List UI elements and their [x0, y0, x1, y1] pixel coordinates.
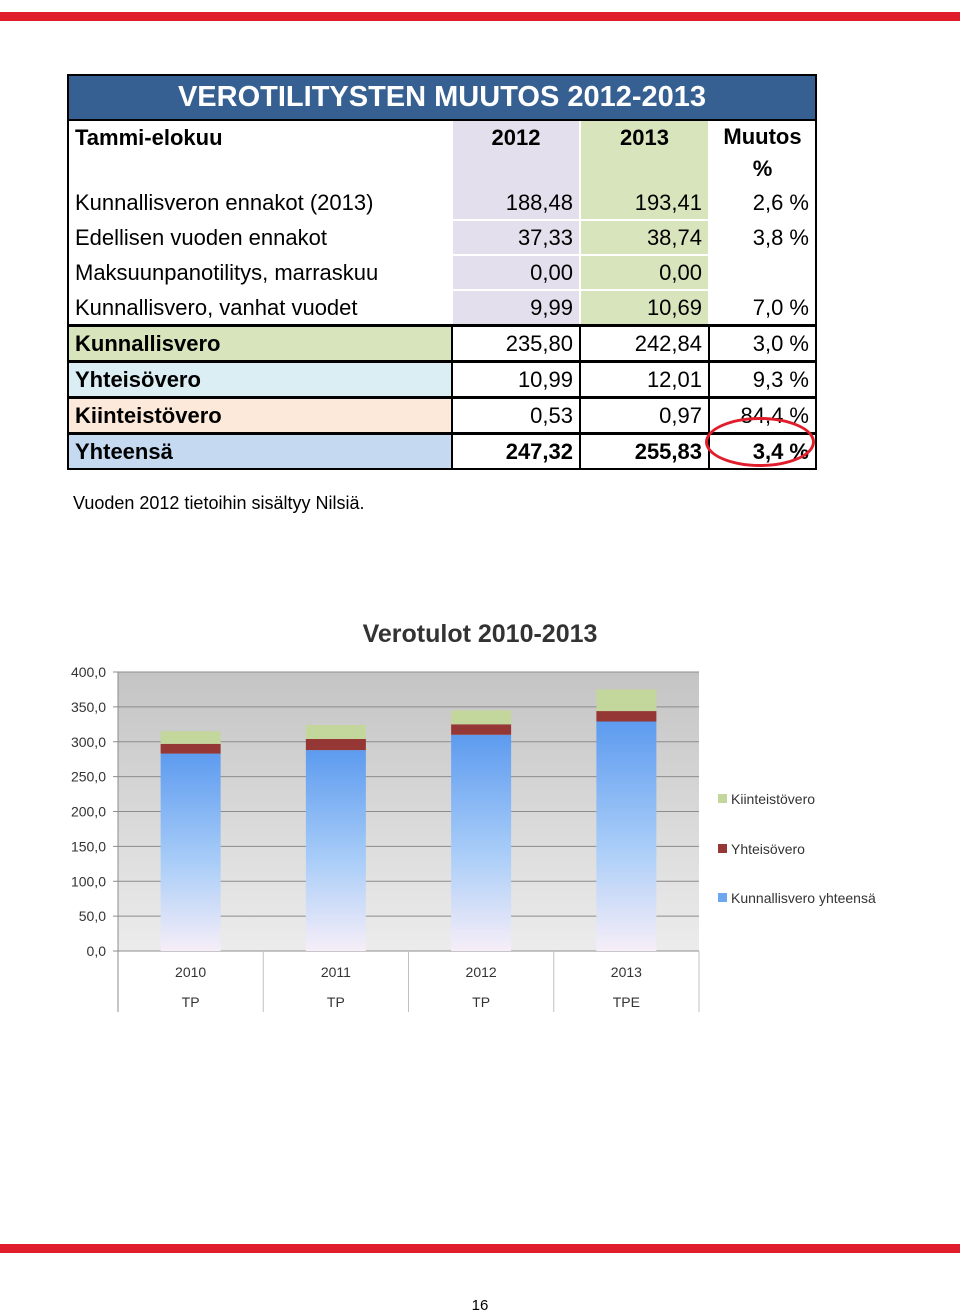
- row-2013: 10,69: [579, 291, 708, 324]
- summary-row-kiinteistovero: Kiinteistövero 0,53 0,97 84,4 %: [69, 396, 815, 432]
- row-2012: 9,99: [451, 291, 579, 324]
- bar-kunnallisvero-yhteens-: [160, 753, 221, 951]
- x-sublabel: TPE: [613, 994, 640, 1010]
- y-tick-label: 100,0: [71, 873, 106, 889]
- legend-swatch: [718, 844, 727, 853]
- row-2012: 235,80: [451, 327, 579, 360]
- summary-row-kunnallisvero: Kunnallisvero 235,80 242,84 3,0 %: [69, 324, 815, 360]
- row-2013: 255,83: [579, 435, 708, 468]
- table-row: Maksuunpanotilitys, marraskuu 0,00 0,00: [69, 256, 815, 291]
- x-tick-label: 2010: [175, 964, 206, 980]
- y-tick-label: 0,0: [87, 943, 107, 959]
- footnote: Vuoden 2012 tietoihin sisältyy Nilsiä.: [73, 493, 365, 513]
- y-tick-label: 350,0: [71, 699, 106, 715]
- row-change: 3,0 %: [708, 327, 815, 360]
- row-2013: 38,74: [579, 221, 708, 254]
- row-label: Kunnallisveron ennakot (2013): [69, 186, 451, 219]
- bar-kunnallisvero-yhteens-: [596, 721, 657, 951]
- table-header-row: Tammi-elokuu 2012 2013 Muutos %: [69, 121, 815, 186]
- bottom-red-bar: [0, 1244, 960, 1253]
- y-tick-label: 50,0: [79, 908, 106, 924]
- x-tick-label: 2011: [321, 964, 351, 980]
- row-label: Kunnallisvero: [75, 331, 221, 356]
- row-2012: 0,53: [451, 399, 579, 432]
- row-label: Kunnallisvero, vanhat vuodet: [69, 291, 451, 324]
- tax-change-table: VEROTILITYSTEN MUUTOS 2012-2013 Tammi-el…: [67, 74, 817, 470]
- bar-yhteis-vero: [451, 724, 512, 735]
- table-row: Edellisen vuoden ennakot 37,33 38,74 3,8…: [69, 221, 815, 256]
- row-change: 2,6 %: [708, 186, 815, 219]
- highlight-circle: [705, 417, 815, 467]
- header-change: Muutos %: [708, 121, 815, 186]
- row-2012: 10,99: [451, 363, 579, 396]
- bar-kunnallisvero-yhteens-: [305, 750, 366, 951]
- legend-label: Kunnallisvero yhteensä: [731, 890, 876, 906]
- row-2013: 0,00: [579, 256, 708, 289]
- row-2013: 0,97: [579, 399, 708, 432]
- bar-yhteis-vero: [596, 711, 657, 722]
- bar-yhteis-vero: [160, 743, 221, 754]
- row-2012: 247,32: [451, 435, 579, 468]
- row-2012: 0,00: [451, 256, 579, 289]
- table-row: Kunnallisvero, vanhat vuodet 9,99 10,69 …: [69, 291, 815, 324]
- bar-kiinteist-vero: [305, 725, 366, 739]
- x-sublabel: TP: [327, 994, 345, 1010]
- chart-title: Verotulot 2010-2013: [362, 620, 598, 648]
- row-2013: 12,01: [579, 363, 708, 396]
- x-sublabel: TP: [182, 994, 200, 1010]
- bar-kiinteist-vero: [451, 710, 512, 725]
- row-2012: 37,33: [451, 221, 579, 254]
- legend-swatch: [718, 794, 727, 803]
- legend-label: Yhteisövero: [731, 841, 805, 857]
- y-tick-label: 400,0: [71, 664, 106, 680]
- legend-label: Kiinteistövero: [731, 791, 815, 807]
- row-change: [708, 256, 815, 289]
- bar-kiinteist-vero: [596, 689, 657, 712]
- page-number: 16: [471, 1297, 489, 1314]
- y-tick-label: 200,0: [71, 804, 106, 820]
- legend-swatch: [718, 893, 727, 902]
- bar-yhteis-vero: [305, 738, 366, 751]
- row-2013: 242,84: [579, 327, 708, 360]
- bar-kunnallisvero-yhteens-: [451, 734, 512, 951]
- summary-row-total: Yhteensä 247,32 255,83 3,4 %: [69, 432, 815, 468]
- summary-row-yhteisovero: Yhteisövero 10,99 12,01 9,3 %: [69, 360, 815, 396]
- x-sublabel: TP: [472, 994, 490, 1010]
- row-label: Yhteisövero: [75, 367, 201, 392]
- x-tick-label: 2012: [466, 964, 497, 980]
- row-2013: 193,41: [579, 186, 708, 219]
- bar-kiinteist-vero: [160, 731, 221, 744]
- header-2012: 2012: [451, 121, 579, 186]
- row-label: Kiinteistövero: [75, 403, 222, 428]
- row-2012: 188,48: [451, 186, 579, 219]
- x-tick-label: 2013: [611, 964, 642, 980]
- row-label: Maksuunpanotilitys, marraskuu: [69, 256, 451, 289]
- table-row: Kunnallisveron ennakot (2013) 188,48 193…: [69, 186, 815, 221]
- tax-revenue-chart: 0,0 50,0 100,0 150,0 200,0 250,0 300,0 350,0 400…: [71, 664, 876, 1012]
- row-change: 7,0 %: [708, 291, 815, 324]
- y-tick-label: 250,0: [71, 769, 106, 785]
- row-change: 3,8 %: [708, 221, 815, 254]
- y-tick-label: 300,0: [71, 734, 106, 750]
- row-label: Edellisen vuoden ennakot: [69, 221, 451, 254]
- table-title: VEROTILITYSTEN MUUTOS 2012-2013: [69, 76, 815, 121]
- row-label: Yhteensä: [75, 439, 173, 464]
- row-change: 9,3 %: [708, 363, 815, 396]
- header-2013: 2013: [579, 121, 708, 186]
- header-period: Tammi-elokuu: [69, 121, 451, 186]
- y-tick-label: 150,0: [71, 838, 106, 854]
- top-red-bar: [0, 12, 960, 21]
